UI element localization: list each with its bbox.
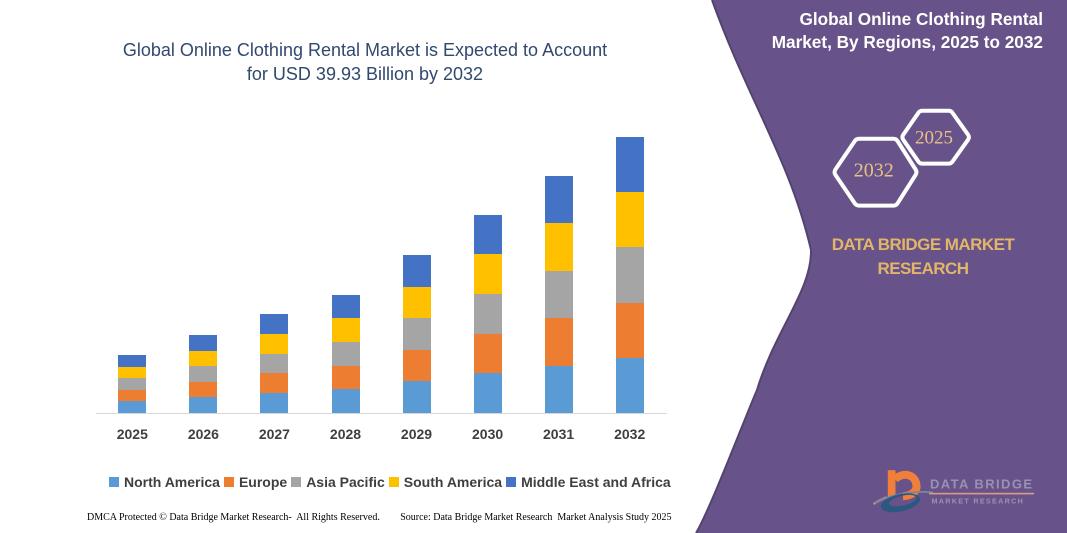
svg-text:2025: 2025 [915, 127, 953, 148]
svg-text:2032: 2032 [854, 160, 894, 182]
svg-text:MARKET RESEARCH: MARKET RESEARCH [932, 497, 1025, 506]
svg-text:DATA BRIDGE: DATA BRIDGE [930, 477, 1033, 492]
